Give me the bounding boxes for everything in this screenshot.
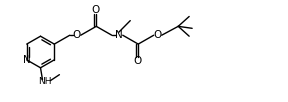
- Text: O: O: [133, 56, 141, 66]
- Text: NH: NH: [38, 77, 51, 86]
- Text: O: O: [154, 30, 162, 40]
- Text: N: N: [23, 55, 31, 65]
- Text: O: O: [73, 30, 81, 40]
- Text: O: O: [91, 5, 99, 15]
- Text: N: N: [115, 30, 123, 40]
